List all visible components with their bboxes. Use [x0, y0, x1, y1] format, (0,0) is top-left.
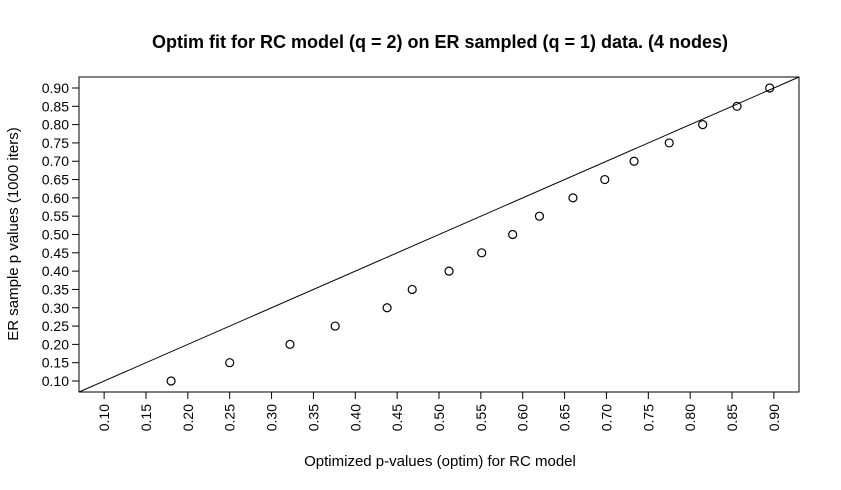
data-point: [444, 266, 454, 276]
x-tick-label: 0.40: [347, 404, 363, 431]
data-point: [407, 284, 417, 295]
y-tick-label: 0.90: [42, 80, 69, 96]
y-tick-label: 0.55: [42, 208, 69, 224]
data-point: [600, 174, 610, 185]
data-point: [765, 83, 775, 93]
x-tick-label: 0.85: [724, 404, 740, 431]
y-tick-label: 0.20: [42, 336, 69, 352]
y-tick-label: 0.30: [42, 300, 69, 316]
y-axis: 0.10 0.15 0.20 0.25 0.30 0.35 0.40 0.45 0.50 0.55…: [42, 80, 79, 389]
data-point: [732, 101, 742, 111]
reference-line-group: [78, 76, 800, 393]
y-tick-label: 0.25: [42, 318, 69, 334]
data-point: [629, 156, 639, 166]
data-point: [166, 376, 176, 386]
x-tick-label: 0.30: [264, 404, 280, 431]
x-tick-label: 0.90: [766, 404, 782, 431]
x-tick-label: 0.45: [389, 404, 405, 431]
y-tick-label: 0.85: [42, 98, 69, 114]
y-axis-label: ER sample p values (1000 iters): [5, 127, 22, 340]
data-points: [166, 83, 775, 386]
y-tick-label: 0.40: [42, 263, 69, 279]
data-point: [225, 358, 235, 368]
x-tick-label: 0.25: [222, 404, 238, 431]
data-point: [330, 321, 340, 331]
x-tick-label: 0.35: [305, 404, 321, 431]
data-point: [382, 303, 392, 313]
y-tick-label: 0.70: [42, 153, 69, 169]
x-axis: 0.10 0.15 0.20 0.25 0.30 0.35 0.40 0.45 0.50 0.55…: [96, 391, 782, 431]
reference-line: [78, 76, 800, 393]
x-tick-label: 0.10: [96, 404, 112, 431]
y-tick-label: 0.45: [42, 245, 69, 261]
y-tick-label: 0.15: [42, 355, 69, 371]
y-tick-label: 0.75: [42, 135, 69, 151]
data-point: [285, 339, 295, 349]
x-tick-label: 0.70: [598, 404, 614, 431]
x-tick-label: 0.55: [473, 404, 489, 431]
data-point: [477, 248, 487, 258]
y-tick-label: 0.60: [42, 190, 69, 206]
x-tick-label: 0.20: [180, 404, 196, 431]
x-tick-label: 0.65: [557, 404, 573, 431]
y-tick-label: 0.50: [42, 227, 69, 243]
x-tick-label: 0.50: [431, 404, 447, 431]
y-tick-label: 0.35: [42, 281, 69, 297]
data-point: [568, 193, 578, 203]
x-tick-label: 0.15: [138, 404, 154, 431]
data-point: [508, 229, 518, 240]
x-tick-label: 0.75: [640, 404, 656, 431]
x-axis-label: Optimized p-values (optim) for RC model: [304, 453, 576, 470]
data-point: [698, 120, 708, 130]
y-tick-label: 0.80: [42, 117, 69, 133]
x-tick-label: 0.80: [682, 404, 698, 431]
data-point: [534, 211, 545, 221]
chart-title: Optim fit for RC model (q = 2) on ER sam…: [152, 32, 728, 52]
x-tick-label: 0.60: [515, 404, 531, 431]
data-point: [664, 138, 674, 148]
y-tick-label: 0.65: [42, 172, 69, 188]
y-tick-label: 0.10: [42, 373, 69, 389]
